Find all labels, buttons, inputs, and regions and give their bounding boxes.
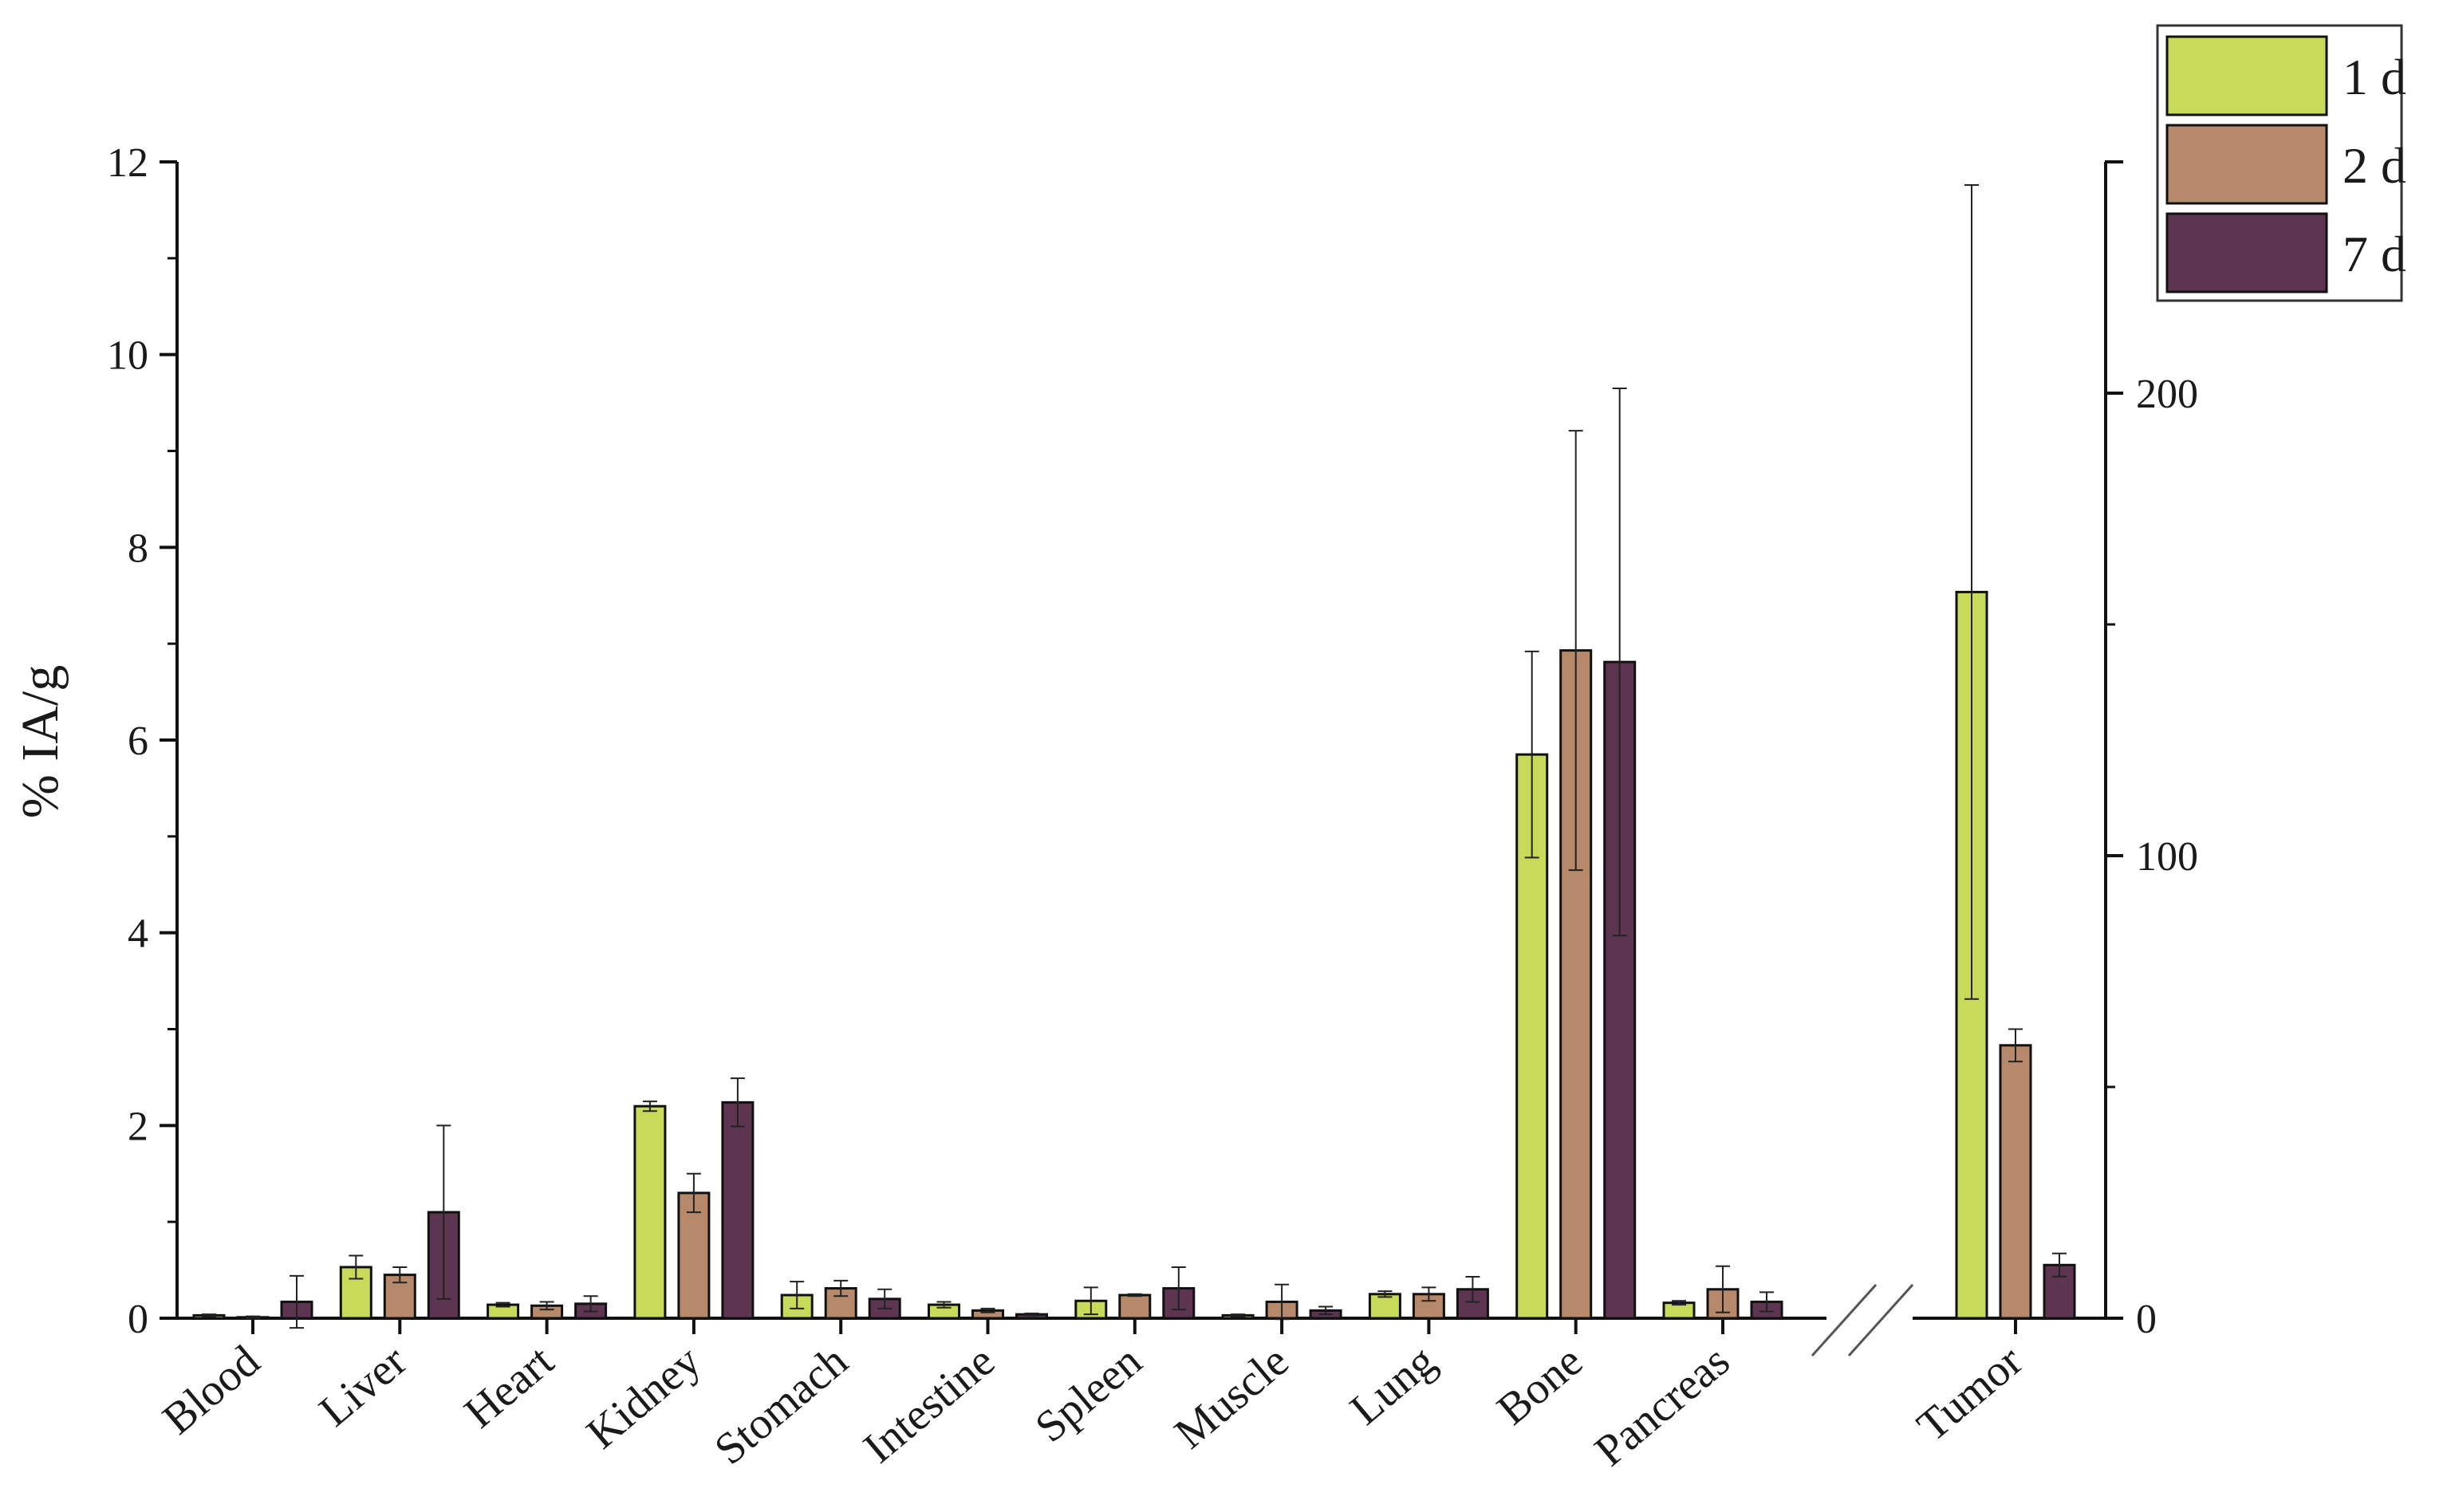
x-tick-label: Spleen (1027, 1336, 1152, 1451)
bar-spleen-2d (1118, 1293, 1152, 1320)
left-y-tick-label: 4 (128, 912, 148, 957)
legend-label: 7 d (2343, 226, 2406, 282)
axis-break-mark (1847, 1283, 1914, 1357)
legend-swatch (2165, 124, 2328, 205)
y-axis-title: % IA/g (11, 665, 69, 818)
x-tick-label: Intestine (854, 1336, 1004, 1472)
x-tick-label: Blood (154, 1336, 270, 1444)
legend-label: 2 d (2343, 137, 2406, 194)
x-tick-label: Lung (1341, 1336, 1444, 1434)
bar-kidney-1d (633, 1104, 667, 1320)
legend-swatch (2165, 35, 2328, 116)
right-y-tick-label: 0 (2136, 1297, 2157, 1342)
legend-swatch (2165, 212, 2328, 293)
x-tick-label: Muscle (1165, 1336, 1298, 1458)
legend-label: 1 d (2343, 49, 2406, 105)
bar-kidney-7d (721, 1101, 755, 1320)
right-y-tick-label: 200 (2136, 372, 2198, 417)
left-y-tick-label: 2 (128, 1104, 148, 1149)
x-tick-label: Pancreas (1586, 1336, 1739, 1475)
x-tick-label: Kidney (577, 1336, 710, 1458)
bar-tumor-7d (2043, 1263, 2076, 1320)
left-y-tick-label: 6 (128, 719, 148, 764)
left-y-tick-label: 0 (128, 1297, 148, 1342)
left-y-tick-label: 12 (107, 140, 148, 186)
bar-tumor-2d (1999, 1044, 2032, 1320)
right-y-tick-label: 100 (2136, 834, 2198, 880)
x-tick-label: Heart (455, 1336, 563, 1438)
bar-liver-1d (339, 1266, 372, 1320)
bar-lung-1d (1368, 1293, 1401, 1320)
x-tick-label: Bone (1488, 1336, 1592, 1434)
left-y-tick-label: 8 (128, 526, 148, 571)
x-tick-label: Tumor (1908, 1336, 2031, 1451)
x-tick-label: Liver (310, 1336, 416, 1436)
x-tick-label: Stomach (706, 1336, 857, 1474)
axis-break-mark (1811, 1283, 1878, 1357)
left-y-tick-label: 10 (107, 333, 148, 379)
bar-kidney-2d (677, 1191, 711, 1320)
